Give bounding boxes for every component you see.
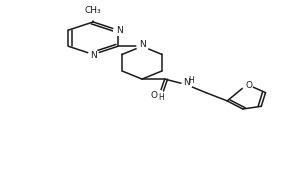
Text: N: N [139, 40, 145, 50]
Text: N: N [90, 51, 97, 60]
Text: O: O [245, 81, 252, 90]
Text: O: O [151, 91, 157, 100]
Text: N: N [183, 78, 189, 87]
Text: H: H [188, 76, 194, 85]
Text: CH₃: CH₃ [85, 6, 101, 15]
Text: H: H [158, 93, 164, 102]
Text: N: N [116, 26, 123, 35]
